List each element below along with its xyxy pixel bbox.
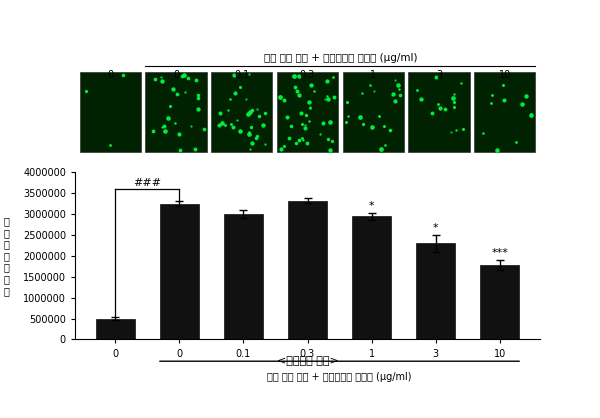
Bar	[224, 214, 263, 339]
Text: 염증 유발 인자 + 종가시나무 도토리 (μg/ml): 염증 유발 인자 + 종가시나무 도토리 (μg/ml)	[263, 54, 417, 64]
Text: 0.3: 0.3	[300, 69, 315, 79]
Text: *: *	[369, 201, 374, 211]
Text: 0.1: 0.1	[234, 69, 250, 79]
Bar	[416, 243, 455, 339]
FancyBboxPatch shape	[145, 71, 206, 152]
Text: *: *	[433, 223, 439, 233]
FancyBboxPatch shape	[343, 71, 404, 152]
Text: ***: ***	[491, 248, 508, 258]
FancyBboxPatch shape	[474, 71, 535, 152]
FancyBboxPatch shape	[80, 71, 141, 152]
Text: 0: 0	[173, 69, 179, 79]
FancyBboxPatch shape	[277, 71, 338, 152]
Bar	[288, 201, 327, 339]
Bar	[160, 204, 199, 339]
Text: 0: 0	[107, 69, 113, 79]
Text: <염증억제 효능>: <염증억제 효능>	[277, 356, 338, 366]
FancyBboxPatch shape	[409, 71, 470, 152]
Bar	[96, 319, 134, 339]
Text: 1: 1	[370, 69, 376, 79]
FancyBboxPatch shape	[211, 71, 272, 152]
Bar	[481, 265, 519, 339]
Text: 10: 10	[499, 69, 511, 79]
Text: 3: 3	[436, 69, 442, 79]
Text: 염증 유발 인자 + 종가시나무 도토리 (μg/ml): 염증 유발 인자 + 종가시나무 도토리 (μg/ml)	[267, 372, 412, 382]
Text: ###: ###	[133, 178, 161, 188]
Y-axis label: 나
포
밍
세
포
활
성: 나 포 밍 세 포 활 성	[3, 216, 9, 296]
Bar	[352, 216, 391, 339]
